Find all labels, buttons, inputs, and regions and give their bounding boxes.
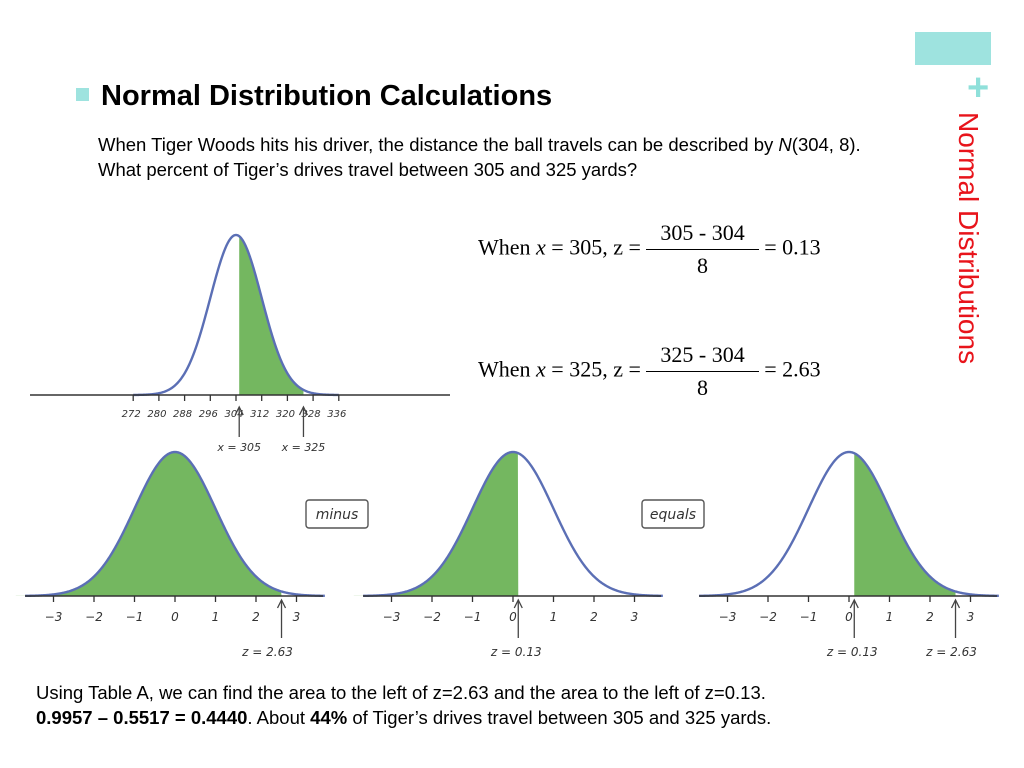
formula-rest: = 305, z =: [545, 234, 647, 260]
marker-arrow-325-head: [298, 405, 309, 416]
question-text: When Tiger Woods hits his driver, the di…: [98, 132, 878, 182]
tick-label-2: −3: [383, 610, 401, 624]
arrow-z-263-right-head: [950, 598, 961, 609]
normal-curve-3: [699, 450, 999, 598]
tick-label-3: −3: [719, 610, 737, 624]
main-tick-label: 304: [224, 409, 243, 420]
main-tick-label: 328: [302, 409, 321, 420]
tick-label-2: 2: [590, 610, 598, 624]
conclusion-line-1: Using Table A, we can find the area to t…: [36, 682, 766, 703]
tick-label-3: 3: [967, 610, 975, 624]
formula-var: x: [536, 356, 546, 382]
equals-label-box: [641, 499, 705, 529]
main-tick-label: 280: [147, 409, 166, 420]
conclusion-percent: 44%: [310, 707, 348, 728]
label-z-013-right: z = 0.13: [826, 645, 878, 659]
shaded-area-3: [854, 453, 956, 596]
formula-z-305: When x = 305, z = 305 - 304 8 = 0.13: [478, 220, 821, 279]
normal-curve-2: [363, 450, 663, 598]
tick-label-1: −3: [45, 610, 63, 624]
tick-label-2: −2: [423, 610, 441, 624]
main-tick-label: 312: [250, 409, 269, 420]
fraction-denominator: 8: [697, 375, 709, 400]
formula-lead: When: [478, 356, 537, 382]
fraction-denominator: 8: [697, 253, 709, 278]
tick-label-1: −1: [126, 610, 144, 624]
tick-label-3: 2: [926, 610, 934, 624]
minus-label-text: minus: [316, 507, 359, 523]
question-dist-letter: N: [778, 134, 792, 155]
tick-label-1: −2: [85, 610, 103, 624]
tick-label-1: 2: [252, 610, 260, 624]
tick-label-3: 1: [886, 610, 894, 624]
tick-label-2: 0: [509, 610, 517, 624]
plus-icon: +: [967, 67, 990, 109]
main-tick-label: 296: [199, 409, 218, 420]
label-z-263-left: z = 2.63: [241, 645, 293, 659]
bullet-square-icon: [76, 87, 89, 101]
tick-label-3: 0: [845, 610, 853, 624]
shaded-area-305-325: [239, 236, 304, 395]
main-tick-label: 288: [173, 409, 192, 420]
heading-text: Normal Distribution Calculations: [101, 80, 553, 112]
question-part-1: When Tiger Woods hits his driver, the di…: [98, 134, 779, 155]
marker-arrow-305-head: [234, 405, 244, 416]
equals-label-text: equals: [650, 507, 696, 523]
formula-var: x: [536, 234, 546, 260]
conclusion-end: of Tiger’s drives travel between 305 and…: [347, 707, 772, 728]
question-part-2: (304, 8). What percent of Tiger’s drives…: [98, 134, 861, 180]
normal-curve-1: [25, 450, 325, 598]
shaded-area-1: [13, 452, 282, 596]
marker-label-305: x = 305: [216, 441, 261, 454]
fraction-numerator: 305 - 304: [646, 220, 759, 250]
formula-result: = 2.63: [764, 356, 821, 382]
tick-label-1: 3: [293, 610, 301, 624]
minus-label-box: [305, 499, 369, 529]
main-tick-label: 336: [327, 409, 346, 420]
normal-curve-main: [133, 233, 339, 397]
label-z-263-right: z = 2.63: [925, 645, 977, 659]
conclusion-calc: 0.9957 – 0.5517 = 0.4440: [36, 707, 248, 728]
arrow-z-013-right-head: [849, 598, 859, 609]
tick-label-1: 1: [212, 610, 220, 624]
formula-lead: When: [478, 234, 537, 260]
formula-z-325: When x = 325, z = 325 - 304 8 = 2.63: [478, 342, 821, 401]
tick-label-1: 0: [171, 610, 179, 624]
tick-label-3: −2: [759, 610, 777, 624]
fraction: 305 - 304 8: [646, 220, 759, 279]
label-z-013-mid: z = 0.13: [490, 645, 542, 659]
tick-label-2: −1: [464, 610, 482, 624]
tick-label-3: −1: [800, 610, 818, 624]
tick-label-2: 1: [550, 610, 558, 624]
fraction-numerator: 325 - 304: [646, 342, 759, 372]
shaded-area-2: [351, 452, 519, 596]
conclusion-text: Using Table A, we can find the area to t…: [36, 680, 996, 730]
slide-heading: Normal Distribution Calculations: [76, 80, 552, 113]
conclusion-middle: . About: [247, 707, 311, 728]
formula-rest: = 325, z =: [545, 356, 647, 382]
arrow-z-263-left-head: [276, 598, 287, 609]
tick-label-2: 3: [631, 610, 639, 624]
side-title: Normal Distributions: [953, 112, 984, 365]
formula-result: = 0.13: [764, 234, 821, 260]
accent-box: [915, 32, 991, 65]
main-tick-label: 320: [276, 409, 295, 420]
arrow-z-013-mid-head: [513, 598, 523, 609]
marker-label-325: x = 325: [281, 441, 326, 454]
fraction: 325 - 304 8: [646, 342, 759, 401]
main-tick-label: 272: [122, 409, 141, 420]
